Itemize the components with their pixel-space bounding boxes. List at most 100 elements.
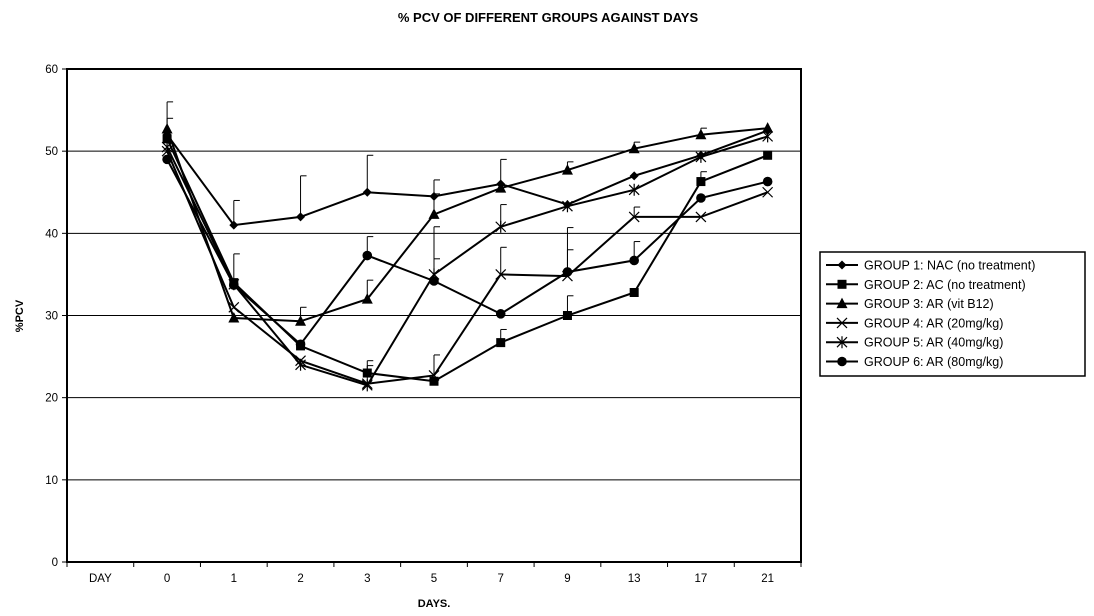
y-tick-label: 30 (45, 311, 58, 323)
data-point (629, 255, 639, 266)
series-4 (161, 145, 774, 390)
data-point (628, 211, 640, 223)
data-point (762, 176, 773, 187)
x-tick-label: DAY (89, 573, 112, 585)
x-tick-label: 13 (628, 573, 641, 585)
data-point (562, 267, 573, 277)
series-line (166, 138, 768, 383)
data-point (495, 182, 507, 193)
data-point (428, 370, 440, 381)
y-tick-label: 20 (45, 393, 58, 405)
x-tick-label: 17 (695, 573, 708, 585)
y-axis-label: %PCV (14, 299, 26, 332)
data-point (695, 211, 707, 223)
series-3 (161, 122, 774, 326)
series-line (166, 129, 768, 227)
data-point (561, 164, 573, 175)
data-point (695, 150, 707, 163)
data-point (763, 150, 773, 160)
x-tick-label: 0 (164, 573, 170, 585)
legend-label: GROUP 2: AC (no treatment) (864, 278, 1026, 292)
x-tick-label: 21 (761, 573, 774, 585)
legend-item: GROUP 2: AC (no treatment) (826, 278, 1026, 292)
data-point (362, 368, 372, 378)
legend-item: GROUP 1: NAC (no treatment) (826, 259, 1035, 273)
data-point (428, 208, 440, 219)
data-point (228, 301, 240, 313)
data-point (429, 191, 439, 201)
data-point (228, 311, 240, 323)
data-point (495, 309, 506, 319)
x-tick-label: 1 (231, 573, 237, 585)
legend-marker (837, 279, 847, 289)
y-tick-label: 40 (45, 228, 58, 240)
y-tick-label: 0 (52, 557, 58, 569)
data-point (161, 122, 173, 134)
series-1 (162, 126, 773, 230)
data-point (229, 280, 239, 290)
x-axis-label: DAYS. (418, 598, 451, 610)
x-tick-label: 9 (564, 573, 570, 585)
y-tick-label: 50 (45, 146, 58, 158)
legend-marker (837, 260, 847, 270)
data-point (162, 154, 172, 165)
data-point (429, 376, 439, 386)
legend-label: GROUP 3: AR (vit B12) (864, 297, 994, 311)
legend-label: GROUP 5: AR (40mg/kg) (864, 336, 1003, 350)
legend-item: GROUP 5: AR (40mg/kg) (826, 336, 1003, 350)
series-line (166, 158, 768, 346)
x-tick-label: 7 (498, 573, 504, 585)
data-point (696, 177, 706, 187)
data-point (362, 187, 372, 197)
data-point (296, 212, 306, 222)
plot-area: 0 10 20 30 40 50 60 DAY 0 1 2 3 5 7 9 13 17 21 (45, 64, 802, 585)
series-line (166, 127, 768, 323)
series-line (166, 135, 768, 387)
series-6 (162, 154, 773, 350)
legend-marker (836, 336, 848, 349)
legend-frame (819, 251, 1086, 377)
legend-item: GROUP 3: AR (vit B12) (826, 297, 994, 311)
data-point (429, 276, 439, 286)
legend-label: GROUP 1: NAC (no treatment) (864, 259, 1035, 273)
data-point (162, 134, 172, 144)
legend-marker (836, 317, 848, 329)
data-point (762, 130, 774, 143)
data-point (295, 339, 306, 350)
data-point (295, 315, 307, 326)
data-point (562, 311, 572, 320)
series-2 (162, 134, 773, 386)
data-point (695, 128, 707, 140)
data-point (696, 193, 706, 203)
data-point (629, 287, 639, 297)
series-5 (161, 130, 774, 392)
x-tick-label: 2 (297, 573, 303, 585)
legend-item: GROUP 4: AR (20mg/kg) (826, 316, 1003, 330)
x-tick-label: 5 (431, 573, 437, 585)
data-point (562, 200, 573, 213)
legend-label: GROUP 6: AR (80mg/kg) (864, 355, 1003, 369)
data-point (361, 379, 373, 392)
y-tick-label: 10 (45, 475, 58, 487)
data-point (229, 220, 239, 230)
data-point (495, 220, 507, 233)
data-point (629, 171, 639, 181)
legend-item: GROUP 6: AR (80mg/kg) (826, 355, 1003, 369)
data-point (762, 186, 774, 198)
data-point (628, 142, 640, 154)
data-point (762, 122, 774, 133)
data-point (496, 338, 506, 348)
chart-title: % PCV OF DIFFERENT GROUPS AGAINST DAYS (398, 10, 699, 25)
legend-marker (836, 297, 848, 309)
data-point (295, 358, 306, 371)
legend-label: GROUP 4: AR (20mg/kg) (864, 316, 1003, 330)
data-point (362, 250, 373, 261)
legend: GROUP 1: NAC (no treatment) GROUP 2: AC (… (819, 251, 1086, 377)
data-point (161, 141, 173, 154)
legend-marker (837, 356, 847, 367)
series-line (166, 150, 768, 385)
y-tick-label: 60 (45, 64, 58, 76)
data-point (361, 293, 373, 304)
